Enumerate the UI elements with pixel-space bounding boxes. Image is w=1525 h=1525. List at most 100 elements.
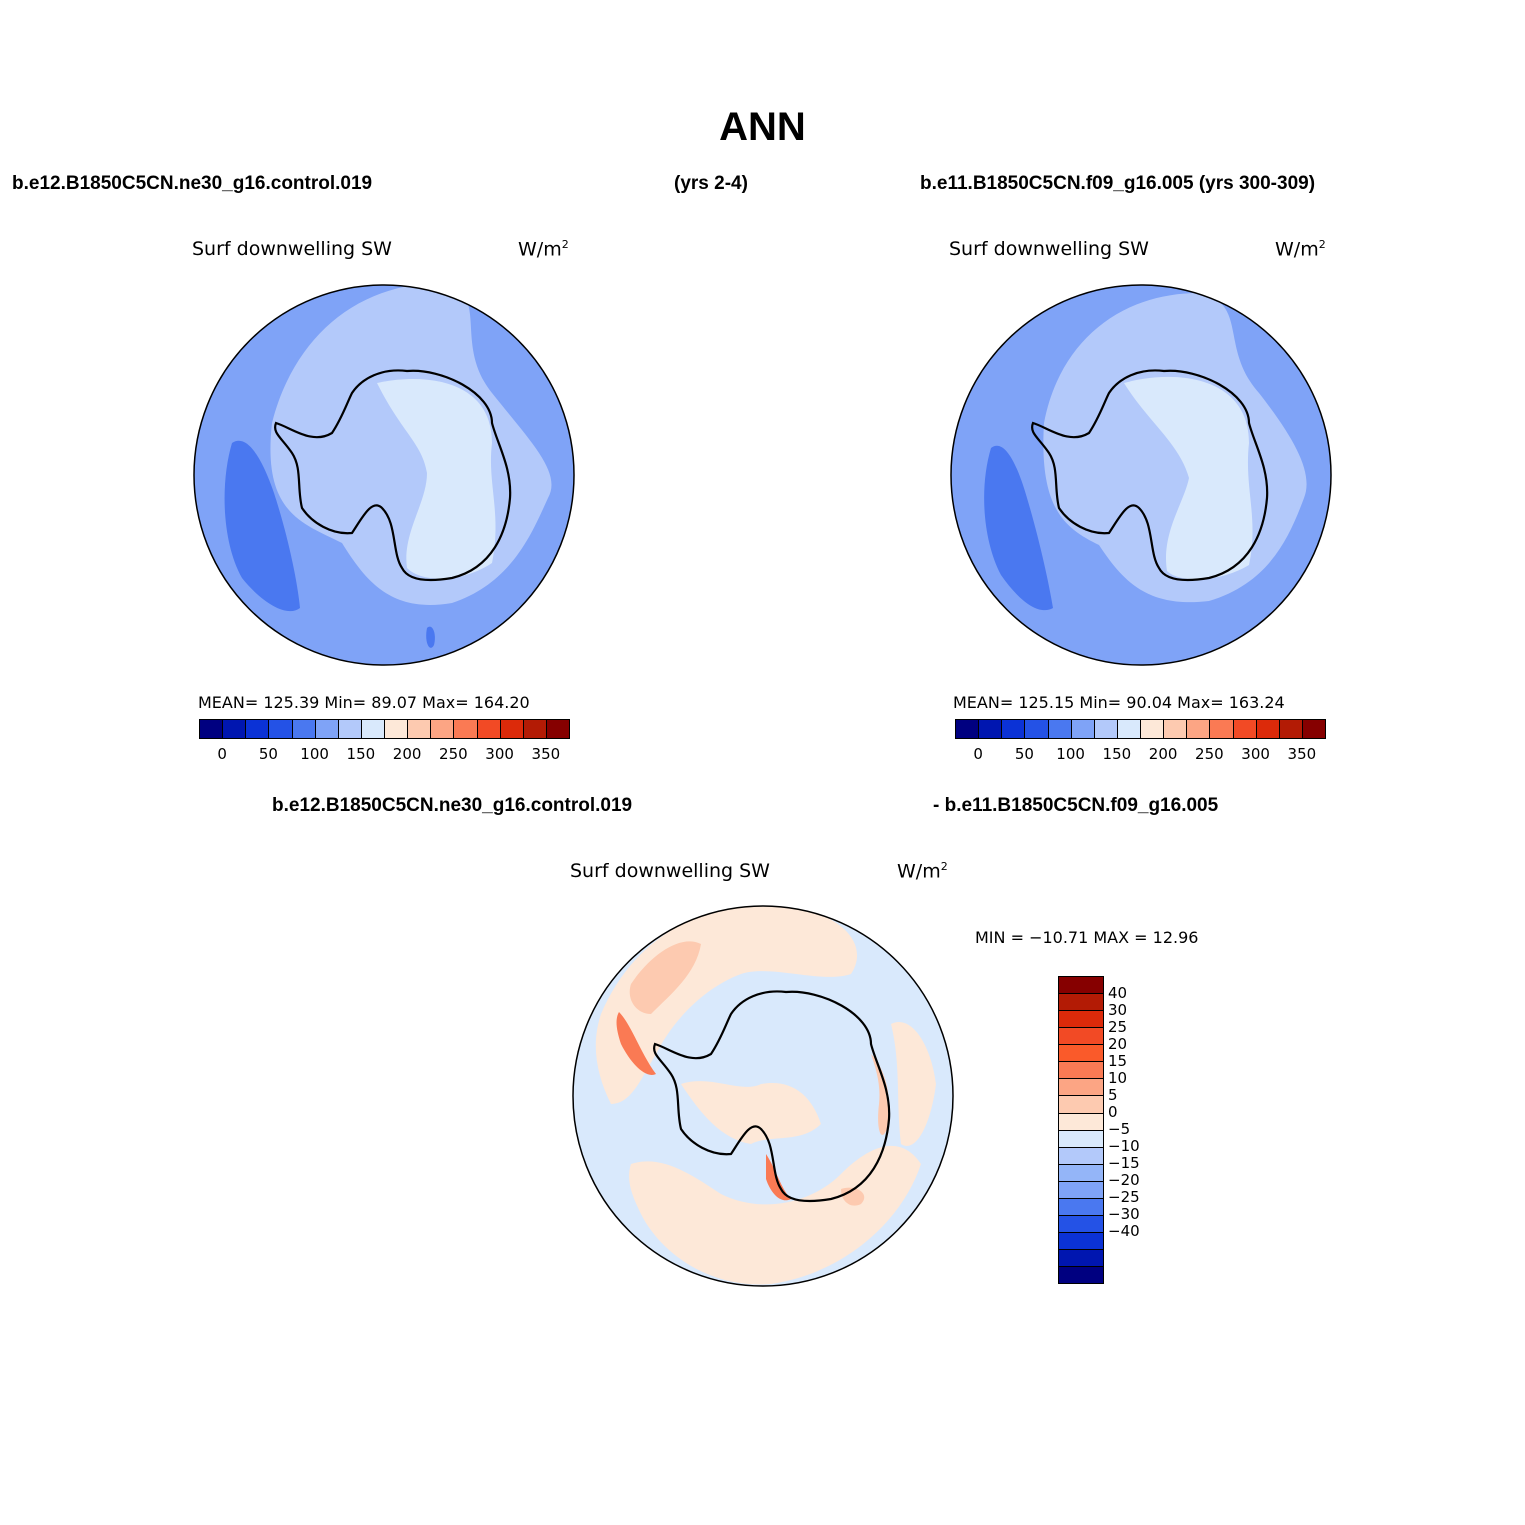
panel1-colorbar-box xyxy=(223,720,247,738)
panel2-colorbar-box xyxy=(1117,720,1141,738)
panel1-colorbar-tick-label: 250 xyxy=(439,745,468,763)
panel3-colorbar-box xyxy=(1059,1215,1103,1233)
panel1-map xyxy=(193,284,575,666)
panel2-colorbar-box xyxy=(1048,720,1072,738)
panel2-colorbar-labels: 0 50 100 150 200 250 300 350 xyxy=(955,745,1325,765)
panel2-colorbar-box xyxy=(1025,720,1049,738)
panel1-colorbar-box xyxy=(246,720,270,738)
panel2-colorbar-tick-label: 150 xyxy=(1102,745,1132,763)
panel1-colorbar-box xyxy=(361,720,385,738)
panel2-colorbar-box xyxy=(1094,720,1118,738)
panel2-variable-label: Surf downwelling SW xyxy=(949,238,1149,260)
panel3-colorbar-box xyxy=(1059,1062,1103,1080)
panel1-colorbar-labels: 0 50 100 150 200 250 300 350 xyxy=(199,745,569,765)
panel3-colorbar-tick-label: 30 xyxy=(1108,1001,1128,1019)
panel1-colorbar-box xyxy=(546,720,569,738)
panel2-colorbar-box xyxy=(1210,720,1234,738)
panel1-colorbar-tick-label: 300 xyxy=(485,745,514,763)
panel3-colorbar-box xyxy=(1059,1113,1103,1131)
panel3-colorbar-box xyxy=(1059,1232,1103,1250)
panel1-colorbar-box xyxy=(338,720,362,738)
panel2-colorbar-box xyxy=(1302,720,1325,738)
panel3-colorbar-tick-label: 40 xyxy=(1108,984,1128,1002)
panel1-colorbar-box xyxy=(292,720,316,738)
panel3-map xyxy=(572,905,954,1287)
panel2-colorbar-box xyxy=(1002,720,1026,738)
panel3-colorbar-tick-label: 10 xyxy=(1108,1069,1128,1087)
panel1-colorbar-box xyxy=(385,720,409,738)
panel2-colorbar-tick-label: 200 xyxy=(1148,745,1178,763)
panel3-colorbar-tick-label: −25 xyxy=(1108,1188,1140,1206)
panel3-colorbar-box xyxy=(1059,1147,1103,1165)
panel1-colorbar-box xyxy=(454,720,478,738)
panel3-units-label: W/m2 xyxy=(897,860,948,883)
panel2-colorbar-box xyxy=(1141,720,1165,738)
panel2-units-label: W/m2 xyxy=(1275,238,1326,261)
panel3-colorbar-box xyxy=(1059,1079,1103,1097)
panel3-colorbar-labels: 40 30 25 20 15 10 5 0 −5 −10 −15 −20 −25 −30 −40 xyxy=(1106,976,1166,1282)
panel1-colorbar-box xyxy=(269,720,293,738)
panel3-colorbar-box xyxy=(1059,1250,1103,1268)
panel1-colorbar-tick-label: 100 xyxy=(300,745,329,763)
panel3-colorbar-box xyxy=(1059,1181,1103,1199)
panel3-colorbar-tick-label: 25 xyxy=(1108,1018,1128,1036)
panel3-colorbar-box xyxy=(1059,1011,1103,1029)
panel2-colorbar-tick-label: 300 xyxy=(1241,745,1270,763)
panel1-colorbar-tick-label: 150 xyxy=(346,745,376,763)
panel1-colorbar-tick-label: 200 xyxy=(392,745,422,763)
panel3-colorbar-box xyxy=(1059,977,1103,995)
panel3-colorbar xyxy=(1058,976,1104,1284)
panel1-units-label: W/m2 xyxy=(518,238,569,261)
panel3-colorbar-box xyxy=(1059,1096,1103,1114)
panel2-colorbar-box xyxy=(1233,720,1257,738)
panel3-colorbar-box xyxy=(1059,1130,1103,1148)
panel2-colorbar-tick-label: 350 xyxy=(1287,745,1317,763)
panel2-colorbar-box xyxy=(979,720,1003,738)
top-left-years-label: (yrs 2-4) xyxy=(674,173,748,194)
panel2-colorbar-box xyxy=(956,720,980,738)
panel3-colorbar-tick-label: 15 xyxy=(1108,1052,1128,1070)
diff-right-case-label: - b.e11.B1850C5CN.f09_g16.005 xyxy=(933,795,1219,816)
panel3-colorbar-box xyxy=(1059,1198,1103,1216)
panel3-colorbar-tick-label: −15 xyxy=(1108,1154,1140,1172)
panel1-colorbar-box xyxy=(500,720,524,738)
panel2-colorbar-box xyxy=(1187,720,1211,738)
panel3-colorbar-tick-label: 0 xyxy=(1108,1103,1118,1121)
panel2-colorbar-box xyxy=(1279,720,1303,738)
panel3-colorbar-tick-label: −10 xyxy=(1108,1137,1140,1155)
panel1-colorbar-box xyxy=(523,720,547,738)
panel1-colorbar xyxy=(199,719,570,739)
panel2-map xyxy=(950,284,1332,666)
panel1-colorbar-tick-label: 350 xyxy=(531,745,561,763)
panel1-colorbar-box xyxy=(408,720,432,738)
panel2-colorbar xyxy=(955,719,1326,739)
panel2-colorbar-tick-label: 100 xyxy=(1056,745,1085,763)
panel3-colorbar-box xyxy=(1059,1164,1103,1182)
panel2-colorbar-box xyxy=(1164,720,1188,738)
panel3-colorbar-tick-label: −30 xyxy=(1108,1205,1140,1223)
panel1-colorbar-tick-label: 50 xyxy=(258,745,278,763)
panel3-colorbar-tick-label: −40 xyxy=(1108,1222,1140,1240)
panel1-colorbar-tick-label: 0 xyxy=(217,745,227,763)
panel2-colorbar-tick-label: 50 xyxy=(1014,745,1034,763)
panel3-colorbar-box xyxy=(1059,1267,1103,1284)
panel2-colorbar-box xyxy=(1071,720,1095,738)
panel3-variable-label: Surf downwelling SW xyxy=(570,860,770,882)
panel3-colorbar-tick-label: 5 xyxy=(1108,1086,1118,1104)
panel3-colorbar-tick-label: −20 xyxy=(1108,1171,1140,1189)
panel3-colorbar-box xyxy=(1059,994,1103,1012)
diff-left-case-label: b.e12.B1850C5CN.ne30_g16.control.019 xyxy=(272,795,633,816)
panel1-colorbar-box xyxy=(315,720,339,738)
panel3-colorbar-box xyxy=(1059,1045,1103,1063)
panel1-colorbar-box xyxy=(200,720,224,738)
panel1-variable-label: Surf downwelling SW xyxy=(192,238,392,260)
top-right-case-label: b.e11.B1850C5CN.f09_g16.005 (yrs 300-309… xyxy=(920,173,1316,194)
panel3-colorbar-tick-label: −5 xyxy=(1108,1120,1131,1138)
top-left-case-label: b.e12.B1850C5CN.ne30_g16.control.019 xyxy=(12,173,373,194)
panel2-colorbar-box xyxy=(1256,720,1280,738)
panel2-colorbar-tick-label: 0 xyxy=(973,745,983,763)
panel3-colorbar-tick-label: 20 xyxy=(1108,1035,1128,1053)
panel1-stats: MEAN= 125.39 Min= 89.07 Max= 164.20 xyxy=(198,693,530,712)
panel1-colorbar-box xyxy=(431,720,455,738)
panel2-stats: MEAN= 125.15 Min= 90.04 Max= 163.24 xyxy=(953,693,1285,712)
